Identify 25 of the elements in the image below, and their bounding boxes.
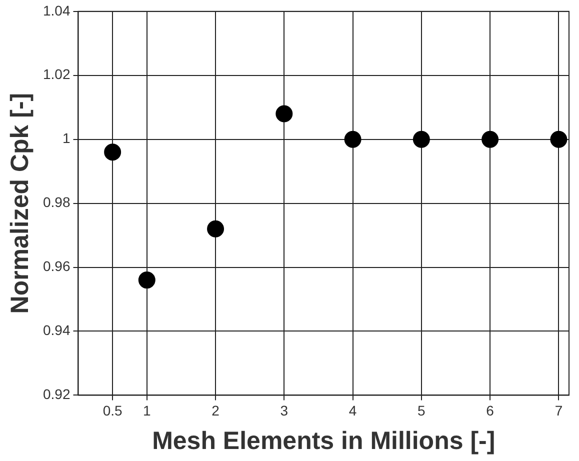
y-tick-label: 0.96: [43, 258, 70, 274]
x-tick-label: 2: [212, 402, 220, 418]
x-tick-label: 6: [486, 402, 494, 418]
point: [207, 220, 224, 238]
y-tick-label: 1.04: [43, 2, 70, 18]
y-tick-label: 0.94: [43, 322, 70, 338]
x-tick-label: 1: [142, 402, 151, 418]
x-axis-title: Mesh Elements in Millions [-]: [152, 426, 496, 455]
y-tick-label: 0.98: [43, 194, 70, 210]
point: [138, 272, 156, 289]
y-tick-label: 1: [62, 130, 70, 146]
y-tick-label: 1.02: [43, 66, 70, 82]
x-tick-label: 7: [554, 402, 563, 418]
x-tick-label: 4: [348, 402, 357, 418]
x-tick-label: 5: [418, 402, 426, 418]
point: [482, 130, 499, 148]
x-tick-label: 0.5: [102, 402, 123, 418]
point: [276, 105, 293, 122]
point: [104, 144, 122, 161]
y-tick-label: 0.92: [43, 386, 70, 402]
point: [412, 130, 430, 148]
point: [344, 130, 362, 148]
y-axis-title: Normalized Cpk [-]: [6, 92, 34, 314]
point: [550, 130, 568, 148]
x-tick-label: 3: [280, 402, 288, 418]
